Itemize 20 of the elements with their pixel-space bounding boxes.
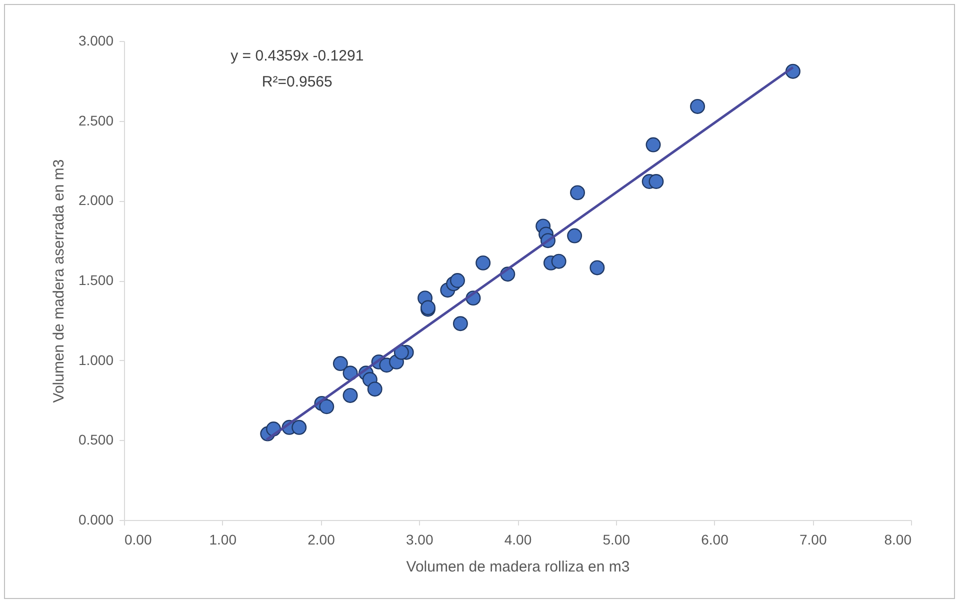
y-tick-label: 2.000 — [78, 192, 114, 208]
x-tick-label: 3.00 — [406, 532, 434, 548]
y-tick-label: 0.000 — [78, 512, 114, 528]
x-tick-label: 7.00 — [800, 532, 827, 548]
x-tick-label: 0.00 — [124, 532, 152, 548]
annotation: R²=0.9565 — [262, 74, 332, 91]
y-tick-label: 2.500 — [78, 112, 114, 128]
y-tick-label: 1.000 — [78, 352, 114, 368]
x-tick-label: 8.00 — [884, 532, 912, 548]
x-tick-label: 5.00 — [602, 532, 630, 548]
x-tick-label: 2.00 — [308, 532, 336, 548]
y-tick-label: 1.500 — [78, 272, 114, 288]
y-tick-label: 3.000 — [78, 32, 114, 48]
y-axis-title: Volumen de madera aserrada en m3 — [50, 159, 68, 403]
x-tick-label: 6.00 — [701, 532, 729, 548]
x-tick-label: 1.00 — [209, 532, 237, 548]
x-axis-title: Volumen de madera rolliza en m3 — [406, 558, 630, 576]
x-tick-label: 4.00 — [504, 532, 532, 548]
y-tick-label: 0.500 — [78, 432, 114, 448]
annotation: y = 0.4359x -0.1291 — [230, 47, 364, 64]
